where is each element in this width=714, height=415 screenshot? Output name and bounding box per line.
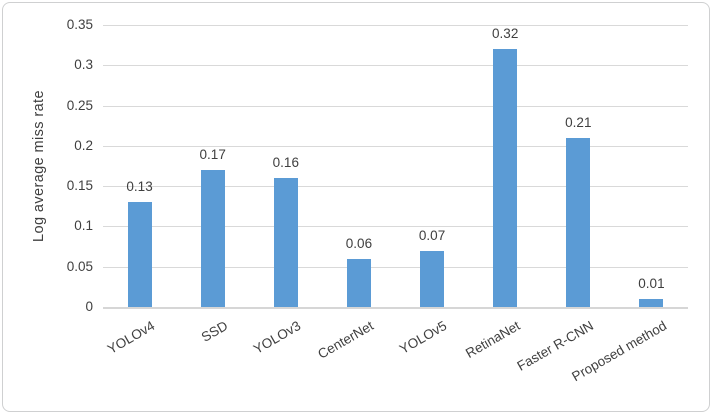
bar-retinanet	[493, 49, 518, 307]
y-tick-label: 0.25	[66, 97, 93, 113]
gridline	[103, 186, 688, 188]
y-tick-label: 0	[85, 299, 93, 314]
x-category-label: SSD	[198, 318, 231, 345]
x-axis-line	[103, 306, 688, 309]
y-tick-label: 0.2	[74, 137, 93, 153]
bar-yolov4	[127, 202, 152, 307]
bar-proposed-method	[639, 298, 664, 307]
x-category-label: YOLOv3	[250, 318, 304, 357]
bar-value-label: 0.21	[565, 114, 592, 130]
gridline	[103, 266, 688, 268]
bar-centernet	[346, 258, 371, 307]
gridline	[103, 105, 688, 107]
bar-value-label: 0.32	[492, 26, 519, 42]
x-category-label: YOLOv4	[104, 318, 158, 357]
x-category-label: RetinaNet	[463, 318, 523, 362]
y-tick-label: 0.35	[66, 17, 93, 32]
bar-value-label: 0.01	[638, 275, 665, 291]
gridline	[103, 226, 688, 228]
bar-yolov3	[273, 178, 298, 307]
y-tick-label: 0.05	[66, 258, 93, 274]
gridline	[103, 65, 688, 67]
bar-faster-r-cnn	[566, 137, 591, 307]
bar-value-label: 0.13	[126, 179, 153, 195]
y-tick-label: 0.15	[66, 178, 93, 194]
bar-value-label: 0.16	[272, 155, 299, 171]
bar-value-label: 0.17	[199, 147, 226, 163]
bar-value-label: 0.07	[418, 227, 446, 243]
plot-area	[103, 25, 688, 309]
bar-ssd	[200, 170, 225, 307]
gridline	[103, 145, 688, 147]
y-tick-label: 0.1	[74, 218, 93, 234]
bar-yolov5	[420, 250, 445, 307]
bar-value-label: 0.06	[345, 235, 373, 251]
x-category-label: CenterNet	[315, 318, 377, 362]
gridline	[103, 25, 688, 26]
y-tick-label: 0.3	[74, 57, 93, 73]
x-category-label: YOLOv5	[397, 318, 450, 357]
